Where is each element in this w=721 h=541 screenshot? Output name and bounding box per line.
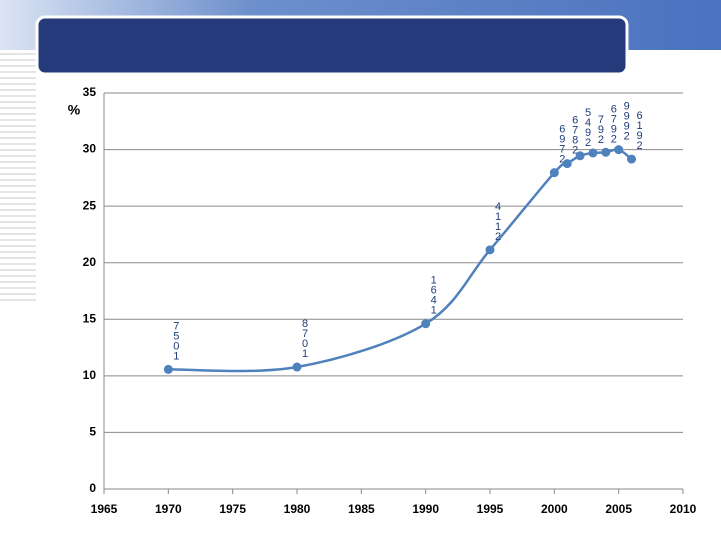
value-label: 2945 [585,107,591,149]
y-axis-label: % [68,102,81,118]
value-label: 1057 [173,320,179,362]
y-tick-label: 30 [83,142,97,156]
value-label: 2114 [495,201,501,243]
value-label: 2796 [559,124,565,166]
data-point [601,147,611,157]
value-label: 1078 [302,318,308,360]
value-label: 2916 [636,110,642,152]
y-tick-label: 20 [83,255,97,269]
x-tick-label: 1970 [155,502,182,516]
x-tick-label: 2010 [670,502,697,516]
x-tick-label: 1985 [348,502,375,516]
x-tick-label: 1980 [284,502,311,516]
value-label: 2999 [624,101,630,143]
data-point [575,151,585,161]
value-label: 2976 [611,103,617,145]
side-stripes [0,53,36,301]
title-box [35,15,629,76]
y-tick-label: 35 [83,85,97,99]
x-tick-label: 1990 [412,502,439,516]
data-point [292,362,302,372]
data-point [562,159,572,169]
value-label: 297 [598,114,604,146]
y-tick-label: 10 [83,368,97,382]
y-tick-label: 15 [83,311,97,325]
data-point [163,364,173,374]
value-label: 2876 [572,115,578,157]
data-point [421,319,431,329]
x-tick-label: 1995 [477,502,504,516]
data-point [627,154,637,164]
x-tick-label: 2005 [605,502,632,516]
data-point [614,145,624,155]
x-tick-label: 1975 [219,502,246,516]
data-point [485,245,495,255]
x-tick-label: 2000 [541,502,568,516]
y-tick-label: 25 [83,198,97,212]
series-line [168,148,633,373]
data-point [549,168,559,178]
data-point [588,148,598,158]
y-tick-label: 0 [89,481,96,495]
value-label: 1461 [431,275,437,317]
x-tick-label: 1965 [91,502,118,516]
y-tick-label: 5 [89,425,96,439]
